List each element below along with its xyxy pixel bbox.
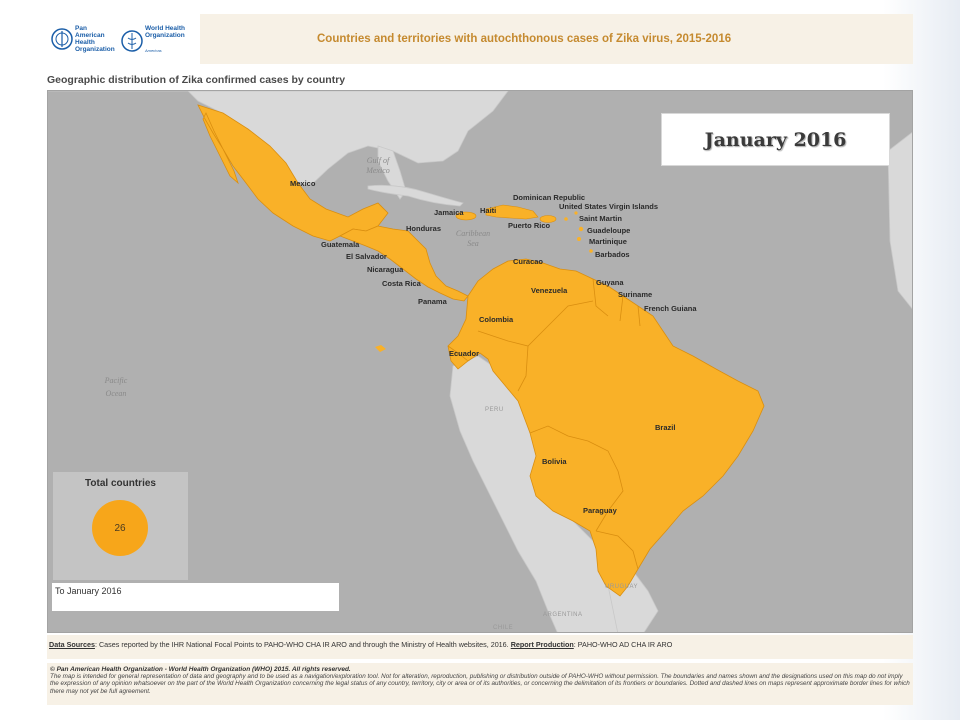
data-sources: Data Sources: Cases reported by the IHR … [49,640,672,649]
period-box: To January 2016 [52,583,339,611]
logo-area: Pan American Health Organization World H… [47,14,200,64]
land-africa [887,132,912,310]
map-frame: Gulf of Mexico Caribbean Sea Pacific Oce… [47,90,913,633]
label-uruguay: URUGUAY [605,584,638,590]
label-guadeloupe: Guadeloupe [587,226,630,235]
data-sources-label: Data Sources [49,640,95,649]
paho-emblem-icon [51,28,73,50]
label-dominican-republic: Dominican Republic [513,193,585,202]
map-canvas: Gulf of Mexico Caribbean Sea Pacific Oce… [48,91,912,632]
island-saint-martin [574,211,578,215]
label-curacao: Curacao [513,257,543,266]
country-south-america-affected [447,258,765,597]
label-panama: Panama [418,297,448,306]
island-usvi [564,217,568,221]
label-guyana: Guyana [596,278,624,287]
label-el-salvador: El Salvador [346,252,387,261]
who-logo-text: World Health Organization [145,25,185,39]
label-honduras: Honduras [406,224,441,233]
who-logo-sub: Americas [145,48,162,53]
period-label: To January 2016 [55,586,122,596]
report-production-label: Report Production [510,640,574,649]
total-countries-label: Total countries [85,478,156,489]
label-paraguay: Paraguay [583,506,618,515]
country-jamaica [455,211,477,221]
ocean-label-pacific-1: Pacific [104,376,128,385]
island-galapagos [375,345,386,352]
label-puerto-rico: Puerto Rico [508,221,551,230]
total-countries-circle: 26 [92,500,148,556]
label-chile: CHILE [493,625,513,631]
paho-logo-text: Pan American Health Organization [75,25,115,53]
who-logo: World Health Organization Americas [121,25,189,57]
label-costa-rica: Costa Rica [382,279,422,288]
total-countries-value: 26 [114,522,126,534]
country-central-america [339,225,469,302]
country-puerto-rico [539,215,557,223]
label-mexico: Mexico [290,179,316,188]
report-production-text: : PAHO-WHO AD CHA IR ARO [573,640,673,649]
label-french-guiana: French Guiana [644,304,697,313]
label-martinique: Martinique [589,237,627,246]
data-sources-text: : Cases reported by the IHR National Foc… [94,640,511,649]
land-cuba [367,184,464,207]
label-saint-martin: Saint Martin [579,214,622,223]
page-title: Countries and territories with autochtho… [317,33,732,45]
disclaimer-text: The map is intended for general represen… [50,673,910,695]
label-peru: PERU [485,407,504,413]
border-lines [447,278,641,570]
island-barbados [589,249,593,253]
island-guadeloupe [578,226,584,232]
island-martinique [577,237,581,241]
label-jamaica: Jamaica [434,208,464,217]
data-sources-band: Data Sources: Cases reported by the IHR … [47,635,913,659]
ocean-label-caribbean-2: Sea [467,239,479,248]
month-label: January 2016 [704,128,847,151]
header-band: Pan American Health Organization World H… [47,14,913,64]
label-guatemala: Guatemala [321,240,360,249]
ocean-label-pacific-2: Ocean [106,389,127,398]
total-countries-panel: Total countries 26 [53,472,188,580]
who-emblem-icon [121,30,143,52]
label-venezuela: Venezuela [531,286,568,295]
label-argentina: ARGENTINA [543,612,583,618]
label-ecuador: Ecuador [449,349,479,358]
country-hispaniola [485,204,539,220]
month-box: January 2016 [661,113,890,166]
ocean-label-gulf-1: Gulf of [367,156,391,165]
label-bolivia: Bolivia [542,457,567,466]
label-nicaragua: Nicaragua [367,265,404,274]
legal-disclaimer: © Pan American Health Organization - Wor… [47,663,913,705]
label-brazil: Brazil [655,423,675,432]
label-haiti: Haiti [480,206,496,215]
copyright-line: © Pan American Health Organization - Wor… [50,666,351,673]
label-colombia: Colombia [479,315,514,324]
label-barbados: Barbados [595,250,630,259]
paho-logo: Pan American Health Organization [51,25,115,53]
map-subtitle: Geographic distribution of Zika confirme… [47,74,346,86]
label-suriname: Suriname [618,290,652,299]
label-usvi: United States Virgin Islands [559,202,658,211]
ocean-label-gulf-2: Mexico [365,166,390,175]
ocean-label-caribbean-1: Caribbean [456,229,490,238]
